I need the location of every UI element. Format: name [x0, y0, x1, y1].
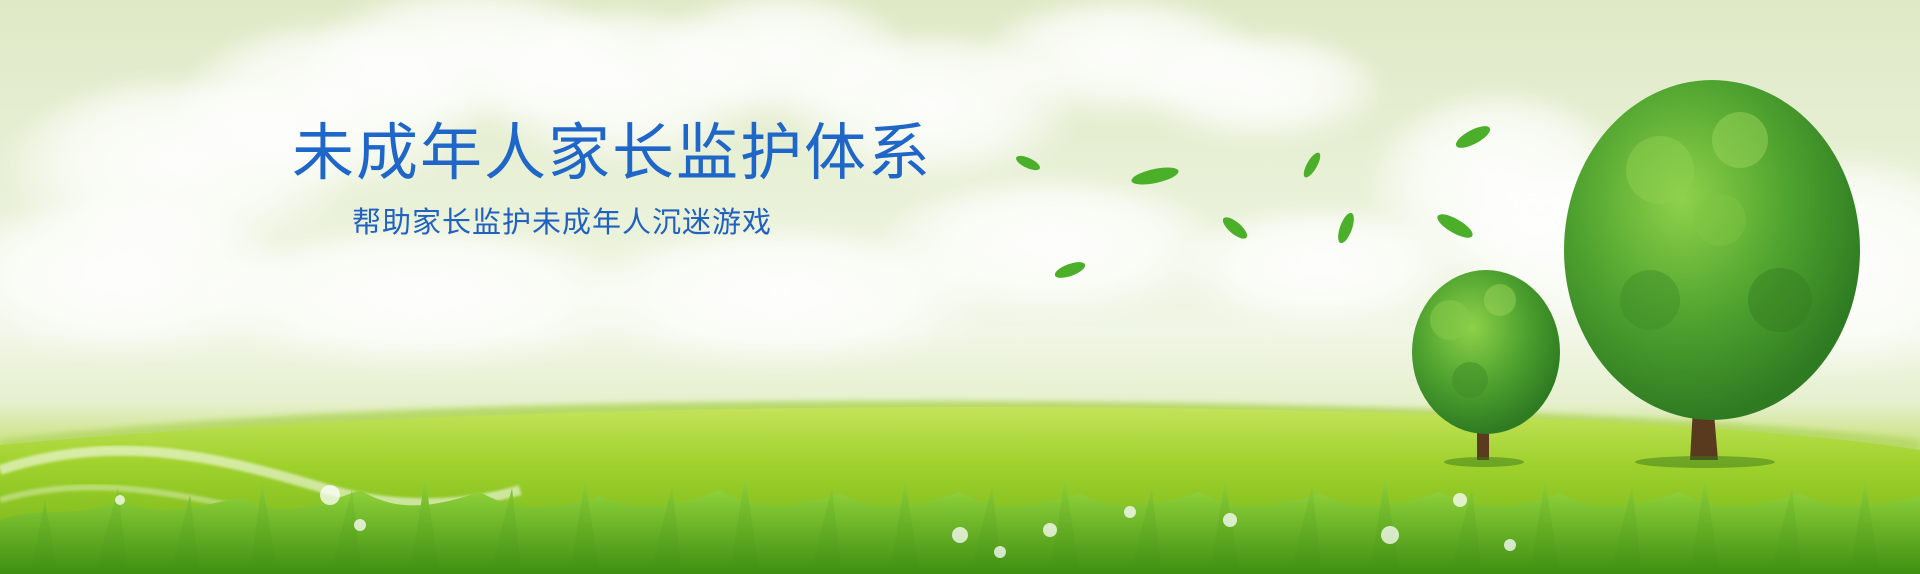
water-drop-icon — [115, 485, 1516, 558]
tree-icon — [1564, 80, 1860, 468]
page-subtitle: 帮助家长监护未成年人沉迷游戏 — [352, 205, 773, 239]
leaf-icon — [1016, 126, 1491, 278]
page-title: 未成年人家长监护体系 — [292, 116, 933, 189]
tree-icon — [1412, 270, 1560, 467]
